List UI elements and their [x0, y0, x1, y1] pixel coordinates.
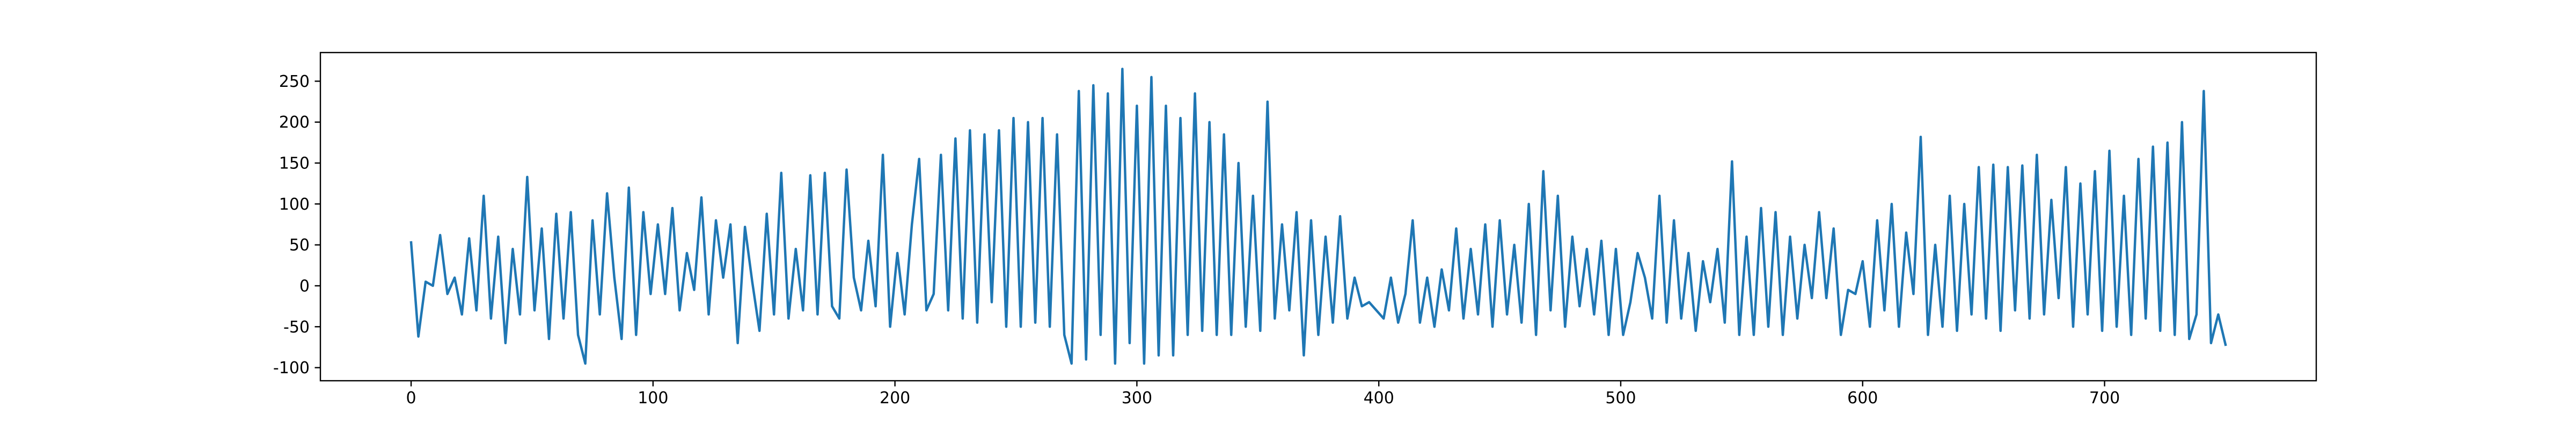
x-tick-label: 700 [2089, 389, 2120, 408]
y-tick-label: 50 [289, 236, 310, 255]
y-tick-label: 150 [279, 154, 310, 173]
x-tick-label: 300 [1122, 389, 1152, 408]
y-tick-label: 200 [279, 113, 310, 132]
y-tick-label: 250 [279, 72, 310, 91]
x-tick-label: 200 [880, 389, 910, 408]
x-tick-label: 100 [638, 389, 668, 408]
x-tick-label: 0 [406, 389, 416, 408]
plot-frame [319, 51, 2317, 382]
y-tick-label: -50 [283, 318, 310, 337]
x-tick-label: 600 [1847, 389, 1878, 408]
y-tick-label: 100 [279, 195, 310, 214]
y-tick-label: -100 [273, 359, 310, 378]
y-tick-label: 0 [299, 277, 310, 295]
x-tick-label: 500 [1605, 389, 1636, 408]
x-tick-label: 400 [1364, 389, 1394, 408]
data-line [409, 68, 2227, 365]
